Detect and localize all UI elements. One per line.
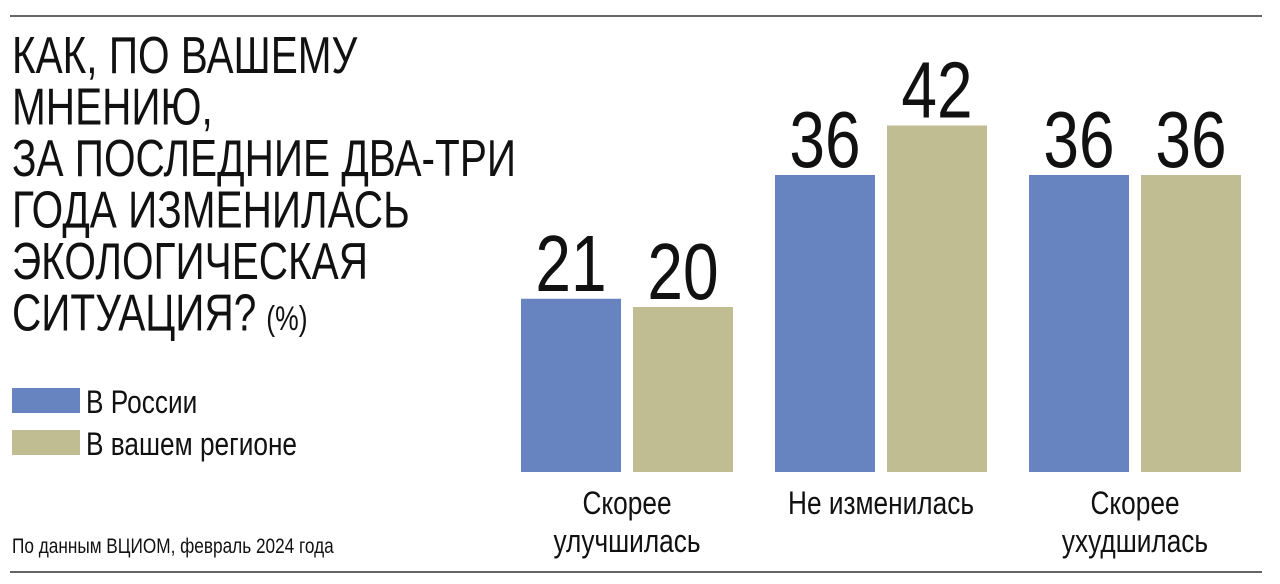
legend-label: В вашем регионе bbox=[86, 428, 297, 463]
chart-title: ЭКОЛОГИЧЕСКАЯ bbox=[12, 232, 368, 290]
value-label: 36 bbox=[1155, 95, 1226, 184]
category-label: Не изменилась bbox=[787, 485, 974, 521]
chart-title: МНЕНИЮ, bbox=[12, 78, 213, 136]
bar bbox=[775, 175, 875, 472]
bar bbox=[521, 298, 621, 472]
value-label: 36 bbox=[1043, 95, 1114, 184]
legend-label: В России bbox=[86, 386, 197, 421]
chart-title: ГОДА ИЗМЕНИЛАСЬ bbox=[12, 181, 410, 239]
legend-swatch bbox=[12, 430, 80, 455]
value-label: 42 bbox=[901, 46, 972, 135]
chart-title: СИТУАЦИЯ? bbox=[12, 284, 256, 342]
bar bbox=[887, 125, 987, 472]
chart-title: КАК, ПО ВАШЕМУ bbox=[12, 26, 358, 84]
unit-label: (%) bbox=[266, 300, 307, 338]
value-label: 21 bbox=[535, 219, 606, 308]
source-note: По данным ВЦИОМ, февраль 2024 года bbox=[12, 536, 334, 559]
bar bbox=[1141, 175, 1241, 472]
legend-swatch bbox=[12, 388, 80, 413]
value-label: 20 bbox=[647, 227, 718, 316]
category-label: Скорее улучшилась bbox=[553, 485, 701, 559]
bar bbox=[633, 307, 733, 472]
value-label: 36 bbox=[789, 95, 860, 184]
chart-title: ЗА ПОСЛЕДНИЕ ДВА-ТРИ bbox=[12, 129, 516, 187]
bar bbox=[1029, 175, 1129, 472]
category-label: Скорее ухудшилась bbox=[1061, 485, 1209, 559]
